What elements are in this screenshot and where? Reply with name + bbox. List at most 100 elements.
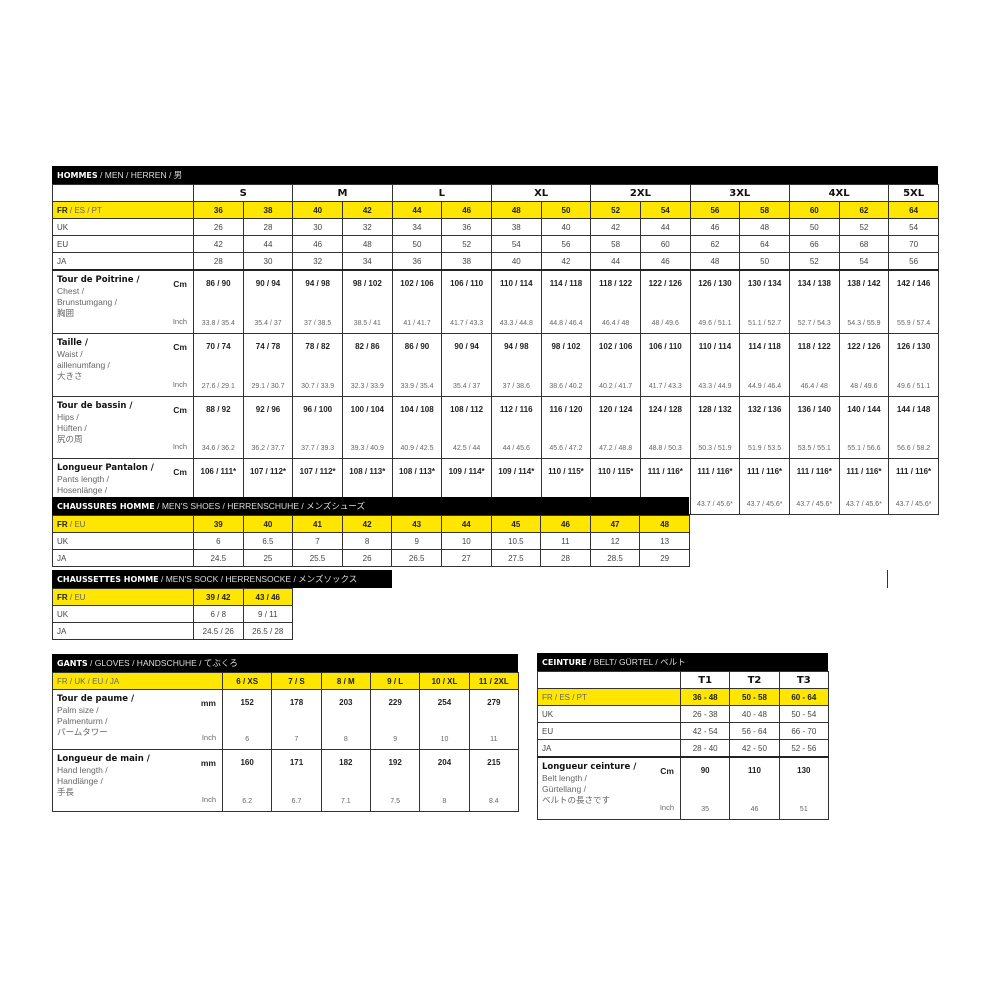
inch-value: 6 (245, 736, 250, 743)
metric-value: 107 / 112* (249, 467, 287, 476)
unit-metric: Cm (173, 279, 187, 289)
size-group-header: T1 (679, 671, 731, 689)
metric-value: 108 / 113* (398, 467, 435, 476)
inch-value: 29.1 / 30.7 (251, 383, 285, 390)
size-cell: 30 (242, 252, 294, 271)
men-size-table: HOMMES / MEN / HERREN / 男 S M L XL 2XL 3XL 4XL 5… (52, 166, 939, 515)
size-cell: 36 (441, 218, 492, 236)
inch-value: 11 (490, 736, 498, 743)
metric-value: 86 / 90 (206, 279, 231, 288)
unit-inch: Inch (172, 442, 187, 451)
measure-label: Longueur de main / Hand length / Handlänge… (52, 749, 223, 812)
size-cell: 48 (689, 252, 741, 271)
size-row-ja: JA 24.5 / 26 26.5 / 28 (52, 622, 293, 640)
inch-value: 43.7 / 45.6* (846, 501, 882, 508)
metric-value: 126 / 130 (896, 342, 931, 351)
inch-value: 41.7 / 43.3 (648, 383, 682, 390)
fr-size-cell: 50 - 58 (729, 688, 780, 706)
socks-title: CHAUSSETTES HOMME / MEN'S SOCK / HERRENS… (52, 570, 392, 588)
size-cell: 30 (292, 218, 343, 236)
size-cell: 60 (639, 235, 691, 253)
fr-label-rest: FR / ES / PT (542, 692, 587, 702)
size-cell: 44 (590, 252, 641, 271)
metric-value: 130 / 134 (747, 279, 782, 288)
size-row-ja: JA 28 30 32 34 36 38 40 42 44 46 48 50 52 54 56 (52, 252, 939, 271)
measure-cell: 111 / 116* 43.7 / 45.6* (689, 458, 741, 515)
measure-name-fr: Tour de bassin / (57, 401, 133, 411)
inch-value: 44.8 / 46.4 (549, 320, 583, 327)
measure-cell: 254 10 (419, 689, 470, 750)
measure-name-translation: Chest / (57, 286, 84, 296)
measure-name-fr: Taille / (57, 338, 89, 348)
unit-inch: Inch (172, 317, 187, 326)
fr-size-cell: 48 (639, 515, 690, 533)
inch-value: 54.3 / 55.9 (847, 320, 881, 327)
metric-value: 111 / 116* (846, 467, 882, 476)
inch-value: 36.2 / 37.7 (251, 445, 285, 452)
size-cell: 50 - 54 (778, 705, 829, 723)
size-cell: 56 (540, 235, 592, 253)
unit-inch: Inch (201, 795, 216, 804)
size-cell: 8 (341, 532, 393, 550)
size-group-header: M (292, 184, 393, 202)
metric-value: 112 / 116 (500, 405, 533, 414)
row-label: JA (52, 622, 194, 640)
size-cell: 54 (888, 218, 939, 236)
fr-label: FR / EU (52, 588, 194, 606)
measure-name-translation: ベルトの長さです (542, 795, 611, 805)
fr-label-bold: FR (57, 592, 68, 602)
row-label: EU (52, 235, 194, 253)
measure-cell: 178 7 (271, 689, 322, 750)
metric-value: 109 / 114* (498, 467, 535, 476)
metric-value: 118 / 122 (797, 342, 831, 351)
measure-cell: 160 6.2 (221, 749, 273, 812)
title-bold: CHAUSSURES HOMME (57, 502, 155, 511)
measure-cell: 78 / 82 30.7 / 33.9 (292, 333, 343, 397)
metric-value: 140 / 144 (847, 405, 881, 414)
fr-size-cell: 36 (193, 201, 244, 219)
metric-value: 96 / 100 (303, 405, 333, 414)
measure-cell: 111 / 116* 43.7 / 45.6* (788, 458, 840, 515)
fr-size-cell: 44 (391, 201, 443, 219)
row-label: JA (52, 549, 194, 567)
size-cell: 46 (689, 218, 741, 236)
inch-value: 27.6 / 29.1 (201, 383, 235, 390)
metric-value: 106 / 110 (648, 342, 682, 351)
size-cell: 44 (639, 218, 691, 236)
metric-value: 203 (339, 698, 353, 707)
size-cell: 32 (292, 252, 343, 271)
inch-value: 7.5 (390, 798, 401, 805)
size-cell: 64 (739, 235, 790, 253)
metric-value: 279 (487, 698, 501, 707)
size-cell: 56 (888, 252, 939, 271)
size-cell: 68 (838, 235, 890, 253)
size-cell: 70 (888, 235, 939, 253)
size-cell: 27.5 (490, 549, 542, 567)
fr-label-rest: / ES / PT (67, 205, 102, 215)
measure-cell: 132 / 136 51.9 / 53.5 (739, 396, 790, 459)
metric-value: 110 / 114 (698, 342, 732, 351)
metric-value: 106 / 110 (450, 279, 484, 288)
metric-value: 109 / 114* (448, 467, 485, 476)
fr-size-row: FR / ES / PT 36 38 40 42 44 46 48 50 52 54 56 58 60 62… (52, 201, 939, 219)
size-cell: 25.5 (292, 549, 343, 567)
inch-value: 43.3 / 44.8 (499, 320, 533, 327)
size-cell: 48 (739, 218, 790, 236)
measure-name-translation: aillenumfang / (57, 360, 110, 370)
inch-value: 8 (343, 736, 348, 743)
size-cell: 40 - 48 (729, 705, 780, 723)
measure-name-fr: Longueur Pantalon / (57, 463, 154, 473)
size-row-uk: UK 26 - 38 40 - 48 50 - 54 (537, 705, 829, 723)
metric-value: 160 (240, 758, 254, 767)
metric-value: 152 (240, 698, 254, 707)
fr-size-cell: 9 / L (369, 672, 421, 690)
unit-metric: Cm (173, 467, 187, 477)
size-cell: 46 (639, 252, 691, 271)
measure-cell: 110 46 (729, 756, 780, 820)
measure-name-fr: Tour de paume / (57, 694, 135, 704)
title-rest: / MEN / HERREN / 男 (97, 170, 183, 180)
inch-value: 33.9 / 35.4 (400, 383, 434, 390)
unit-inch: Inch (172, 380, 187, 389)
metric-value: 90 (700, 766, 710, 775)
